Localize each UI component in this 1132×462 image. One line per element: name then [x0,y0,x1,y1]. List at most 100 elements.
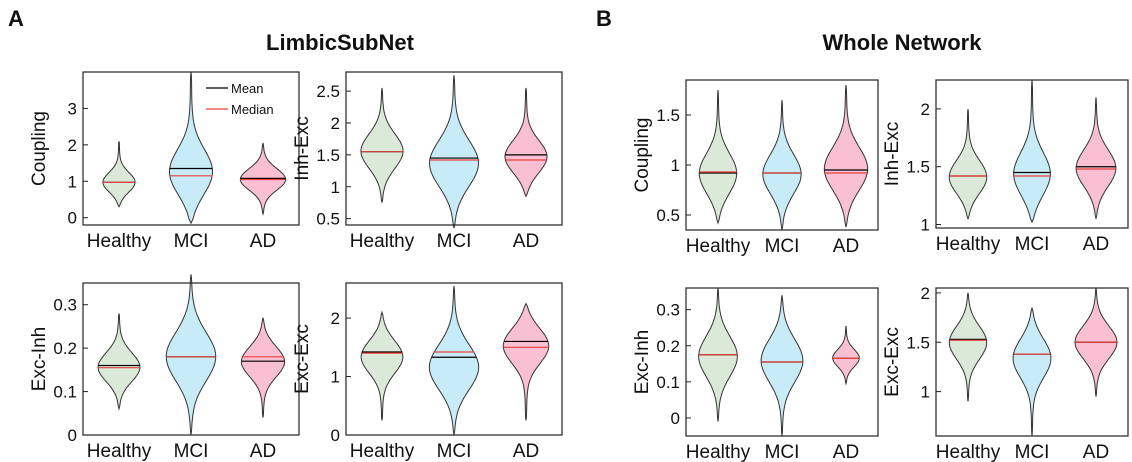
violin-plot-a-coupling: 0 1 2 3 Healthy MCI AD Coupling Mean Median [29,71,300,252]
violin-ad [504,87,548,198]
violin-plot-b-exc-inh: 0 0.1 0.2 0.3 Healthy MCI AD Exc-Inh [632,287,879,462]
y-axis-label: Exc-Inh [632,330,653,394]
violin-body-healthy [360,310,404,421]
violin-body-ad [502,302,550,421]
violin-healthy [360,310,404,421]
panel-a-title: LimbicSubNet [266,30,415,55]
y-tick-label: 0 [68,209,77,228]
x-category-healthy: Healthy [936,442,1001,462]
axes-frame [82,71,300,226]
violin-body-mci [760,295,804,437]
violin-plot-b-coupling: 0.5 1 1.5 Healthy MCI AD Coupling [632,79,879,257]
axes-frame [345,71,563,226]
legend: Mean Median [206,81,274,117]
y-tick-label: 0.1 [656,373,680,392]
violin-body-mci [165,274,217,436]
y-tick-label: 0.5 [316,210,340,229]
violin-body-healthy [948,108,988,221]
x-category-ad: AD [833,442,859,462]
violin-healthy [698,287,738,422]
violin-ad [823,84,869,228]
y-axis-label: Exc-Exc [292,324,313,394]
y-tick-label: 2 [331,309,340,328]
y-tick-label: 0.1 [53,383,77,402]
plots-layer: 0 1 2 3 Healthy MCI AD Coupling Mean Median 0.5 1 1.… [29,71,1129,462]
violin-ad [1074,287,1118,397]
y-tick-label: 1 [921,383,930,402]
violin-mci [428,285,480,436]
violin-ad [1075,97,1117,219]
y-tick-label: 1.5 [656,106,680,125]
violin-mci [762,99,802,231]
violin-body-ad [504,87,548,198]
violin-body-mci [1013,79,1051,224]
x-category-healthy: Healthy [686,236,751,257]
x-category-ad: AD [250,441,276,462]
violin-mci [428,75,480,229]
axes-frame [82,282,300,436]
y-axis-label: Exc-Inh [29,327,50,391]
violin-healthy [948,292,988,402]
violin-mci [1013,79,1051,224]
y-tick-label: 0 [331,426,340,445]
violin-body-mci [168,71,214,225]
y-tick-label: 1 [671,156,680,175]
y-tick-label: 0 [671,409,680,428]
y-tick-label: 1 [68,172,77,191]
y-tick-label: 1 [331,368,340,387]
x-category-mci: MCI [437,441,472,462]
violin-healthy [698,89,738,225]
violin-mci [760,295,804,437]
x-category-ad: AD [1083,234,1109,255]
violin-plot-b-inh-exc: 1 1.5 2 Healthy MCI AD Inh-Exc [882,79,1129,255]
y-tick-label: 2.5 [316,82,340,101]
x-category-mci: MCI [174,231,209,252]
violin-healthy [102,141,136,208]
violin-body-ad [823,84,869,228]
axes-frame [935,79,1129,229]
x-category-healthy: Healthy [936,234,1001,255]
y-tick-label: 0.3 [53,296,77,315]
violin-ad [832,325,860,386]
violin-body-healthy [102,141,136,208]
y-tick-label: 2 [331,114,340,133]
x-category-healthy: Healthy [350,231,415,252]
violin-body-healthy [360,87,404,203]
x-category-healthy: Healthy [87,441,152,462]
y-tick-label: 2 [921,284,930,303]
violin-mci [1012,307,1052,437]
panel-a-label: A [8,6,24,31]
axes-frame [685,287,879,437]
y-tick-label: 0.2 [53,339,77,358]
y-tick-label: 1.5 [316,146,340,165]
violin-body-healthy [97,313,141,411]
y-tick-label: 0.3 [656,301,680,320]
violin-healthy [97,313,141,411]
violin-body-healthy [948,292,988,402]
y-axis-label: Exc-Exc [882,327,903,397]
legend-mean-label: Mean [231,81,264,96]
y-tick-label: 1 [331,178,340,197]
x-category-ad: AD [513,441,539,462]
axes-frame [345,282,563,436]
x-category-mci: MCI [765,442,800,462]
y-tick-label: 0 [68,426,77,445]
violin-plot-a-inh-exc: 0.5 1 1.5 2 2.5 Healthy MCI AD Inh-Exc [292,71,563,252]
x-category-ad: AD [1083,442,1109,462]
violin-ad [502,302,550,421]
axes-frame [935,287,1129,437]
violin-body-mci [762,99,802,231]
violin-ad [239,142,287,216]
violin-body-mci [428,75,480,229]
violin-body-healthy [698,89,738,225]
y-axis-label: Inh-Exc [292,116,313,180]
x-category-ad: AD [833,236,859,257]
x-category-mci: MCI [1015,442,1050,462]
axes-frame [685,79,879,231]
x-category-healthy: Healthy [87,231,152,252]
x-category-mci: MCI [174,441,209,462]
y-tick-label: 1.5 [906,158,930,177]
y-tick-label: 1.5 [906,333,930,352]
violin-healthy [360,87,404,203]
violin-body-ad [832,325,860,386]
